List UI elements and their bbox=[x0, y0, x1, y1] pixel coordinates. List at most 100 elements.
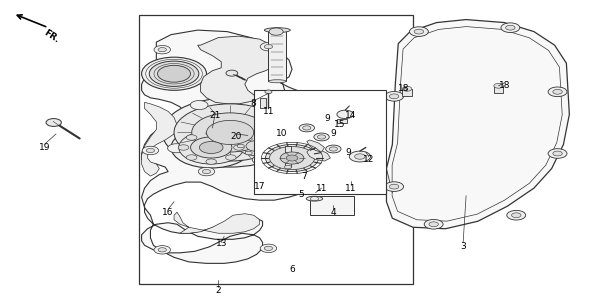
Text: 6: 6 bbox=[289, 265, 295, 274]
Circle shape bbox=[198, 167, 215, 176]
Circle shape bbox=[178, 145, 189, 150]
Circle shape bbox=[225, 155, 236, 160]
Bar bbox=[337, 119, 347, 123]
Circle shape bbox=[337, 110, 353, 119]
Circle shape bbox=[246, 141, 267, 151]
Polygon shape bbox=[198, 36, 280, 104]
Polygon shape bbox=[142, 30, 322, 263]
Circle shape bbox=[501, 23, 520, 33]
Circle shape bbox=[385, 92, 404, 101]
Text: 5: 5 bbox=[298, 190, 304, 199]
Circle shape bbox=[266, 144, 319, 172]
Circle shape bbox=[146, 148, 155, 153]
Bar bbox=[310, 196, 354, 215]
Circle shape bbox=[275, 112, 293, 121]
Circle shape bbox=[234, 145, 244, 150]
Circle shape bbox=[548, 87, 567, 97]
Polygon shape bbox=[386, 20, 569, 229]
Circle shape bbox=[385, 182, 404, 191]
Circle shape bbox=[190, 101, 208, 110]
Text: 9: 9 bbox=[345, 147, 351, 157]
Ellipse shape bbox=[268, 80, 286, 83]
Circle shape bbox=[191, 137, 232, 158]
Circle shape bbox=[260, 42, 277, 51]
Circle shape bbox=[409, 27, 428, 36]
Circle shape bbox=[402, 86, 412, 91]
Circle shape bbox=[553, 151, 562, 156]
Circle shape bbox=[142, 57, 206, 90]
Ellipse shape bbox=[306, 196, 323, 201]
Circle shape bbox=[158, 65, 191, 82]
Circle shape bbox=[158, 48, 166, 52]
Circle shape bbox=[314, 133, 329, 141]
Text: 7: 7 bbox=[301, 172, 307, 181]
Bar bbox=[260, 98, 266, 108]
Text: 2: 2 bbox=[215, 286, 221, 295]
Circle shape bbox=[202, 169, 211, 174]
Bar bbox=[268, 30, 286, 81]
Circle shape bbox=[186, 135, 197, 140]
Circle shape bbox=[199, 141, 223, 154]
Circle shape bbox=[154, 45, 171, 54]
Text: 3: 3 bbox=[460, 242, 466, 251]
Bar bbox=[285, 146, 291, 167]
Text: 11: 11 bbox=[263, 107, 274, 116]
Text: 17: 17 bbox=[254, 182, 266, 191]
Circle shape bbox=[553, 89, 562, 94]
Text: 13: 13 bbox=[215, 239, 227, 248]
Circle shape bbox=[206, 131, 217, 136]
Circle shape bbox=[303, 126, 311, 130]
Circle shape bbox=[46, 119, 61, 126]
Circle shape bbox=[158, 248, 166, 252]
Circle shape bbox=[424, 219, 443, 229]
Circle shape bbox=[355, 154, 365, 159]
Text: 12: 12 bbox=[363, 155, 375, 164]
Text: FR.: FR. bbox=[42, 29, 61, 45]
Text: 4: 4 bbox=[330, 208, 336, 217]
Circle shape bbox=[264, 45, 273, 49]
Circle shape bbox=[265, 90, 272, 94]
Polygon shape bbox=[142, 102, 177, 176]
Text: 19: 19 bbox=[38, 143, 50, 152]
Circle shape bbox=[507, 210, 526, 220]
Circle shape bbox=[253, 155, 270, 164]
Circle shape bbox=[142, 146, 159, 155]
Circle shape bbox=[284, 165, 291, 169]
Text: 21: 21 bbox=[209, 111, 221, 120]
Text: 8: 8 bbox=[251, 99, 257, 108]
Text: 20: 20 bbox=[230, 132, 242, 141]
Circle shape bbox=[260, 244, 277, 253]
Circle shape bbox=[149, 61, 199, 86]
Circle shape bbox=[506, 25, 515, 30]
Text: 15: 15 bbox=[333, 120, 345, 129]
Circle shape bbox=[548, 149, 567, 158]
Circle shape bbox=[280, 152, 304, 164]
Circle shape bbox=[154, 246, 171, 254]
Circle shape bbox=[270, 147, 314, 169]
Circle shape bbox=[237, 144, 244, 148]
Bar bbox=[139, 15, 413, 284]
Circle shape bbox=[389, 184, 399, 189]
Polygon shape bbox=[307, 149, 330, 161]
Bar bbox=[402, 89, 412, 96]
Circle shape bbox=[245, 151, 253, 155]
Circle shape bbox=[389, 94, 399, 99]
Circle shape bbox=[174, 104, 286, 161]
Circle shape bbox=[269, 28, 283, 35]
Circle shape bbox=[179, 131, 244, 164]
Circle shape bbox=[192, 113, 268, 152]
Circle shape bbox=[414, 29, 424, 34]
Circle shape bbox=[329, 147, 337, 151]
Circle shape bbox=[168, 144, 185, 153]
Circle shape bbox=[264, 246, 273, 250]
Circle shape bbox=[286, 155, 298, 161]
Bar bbox=[254, 90, 386, 194]
Circle shape bbox=[245, 137, 253, 141]
Circle shape bbox=[269, 144, 276, 148]
Text: 16: 16 bbox=[162, 208, 174, 217]
Circle shape bbox=[171, 127, 251, 168]
Text: 18: 18 bbox=[499, 81, 510, 90]
Ellipse shape bbox=[264, 28, 290, 33]
Circle shape bbox=[429, 222, 438, 227]
Circle shape bbox=[326, 145, 341, 153]
